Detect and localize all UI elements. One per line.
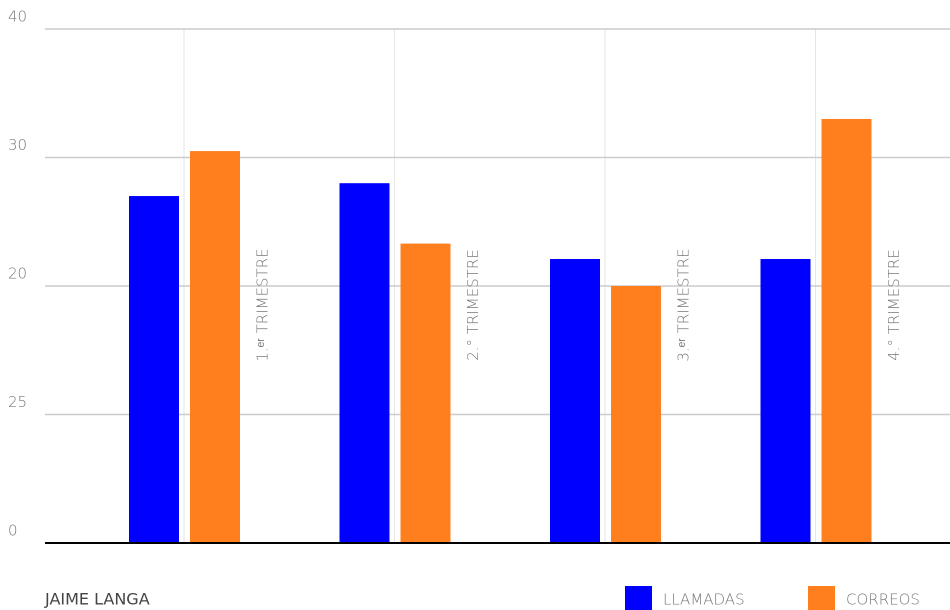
x-tick-label: 4.° TRIMESTRE <box>885 249 903 361</box>
x-tick-label: 3.ᵉʳ TRIMESTRE <box>675 248 693 361</box>
bar <box>129 196 179 544</box>
legend-label: CORREOS <box>846 591 920 609</box>
x-tick-label: 2.° TRIMESTRE <box>464 249 482 361</box>
bar <box>190 151 240 543</box>
bar <box>339 183 390 543</box>
caption: JAIME LANGA <box>44 590 150 609</box>
bar <box>550 259 600 543</box>
bar <box>760 259 811 543</box>
legend-swatch <box>625 586 652 610</box>
y-tick-label: 20 <box>8 265 27 283</box>
y-tick-label: 40 <box>8 8 27 26</box>
y-tick-label: 30 <box>8 136 27 154</box>
bar <box>821 118 872 543</box>
bar <box>611 286 661 543</box>
y-tick-label: 25 <box>8 393 27 411</box>
bar <box>400 243 451 543</box>
x-tick-label: 1.ᵉʳ TRIMESTRE <box>254 248 272 361</box>
legend-label: LLAMADAS <box>663 591 745 609</box>
legend-swatch <box>808 586 835 610</box>
y-tick-label: 0 <box>8 522 18 540</box>
